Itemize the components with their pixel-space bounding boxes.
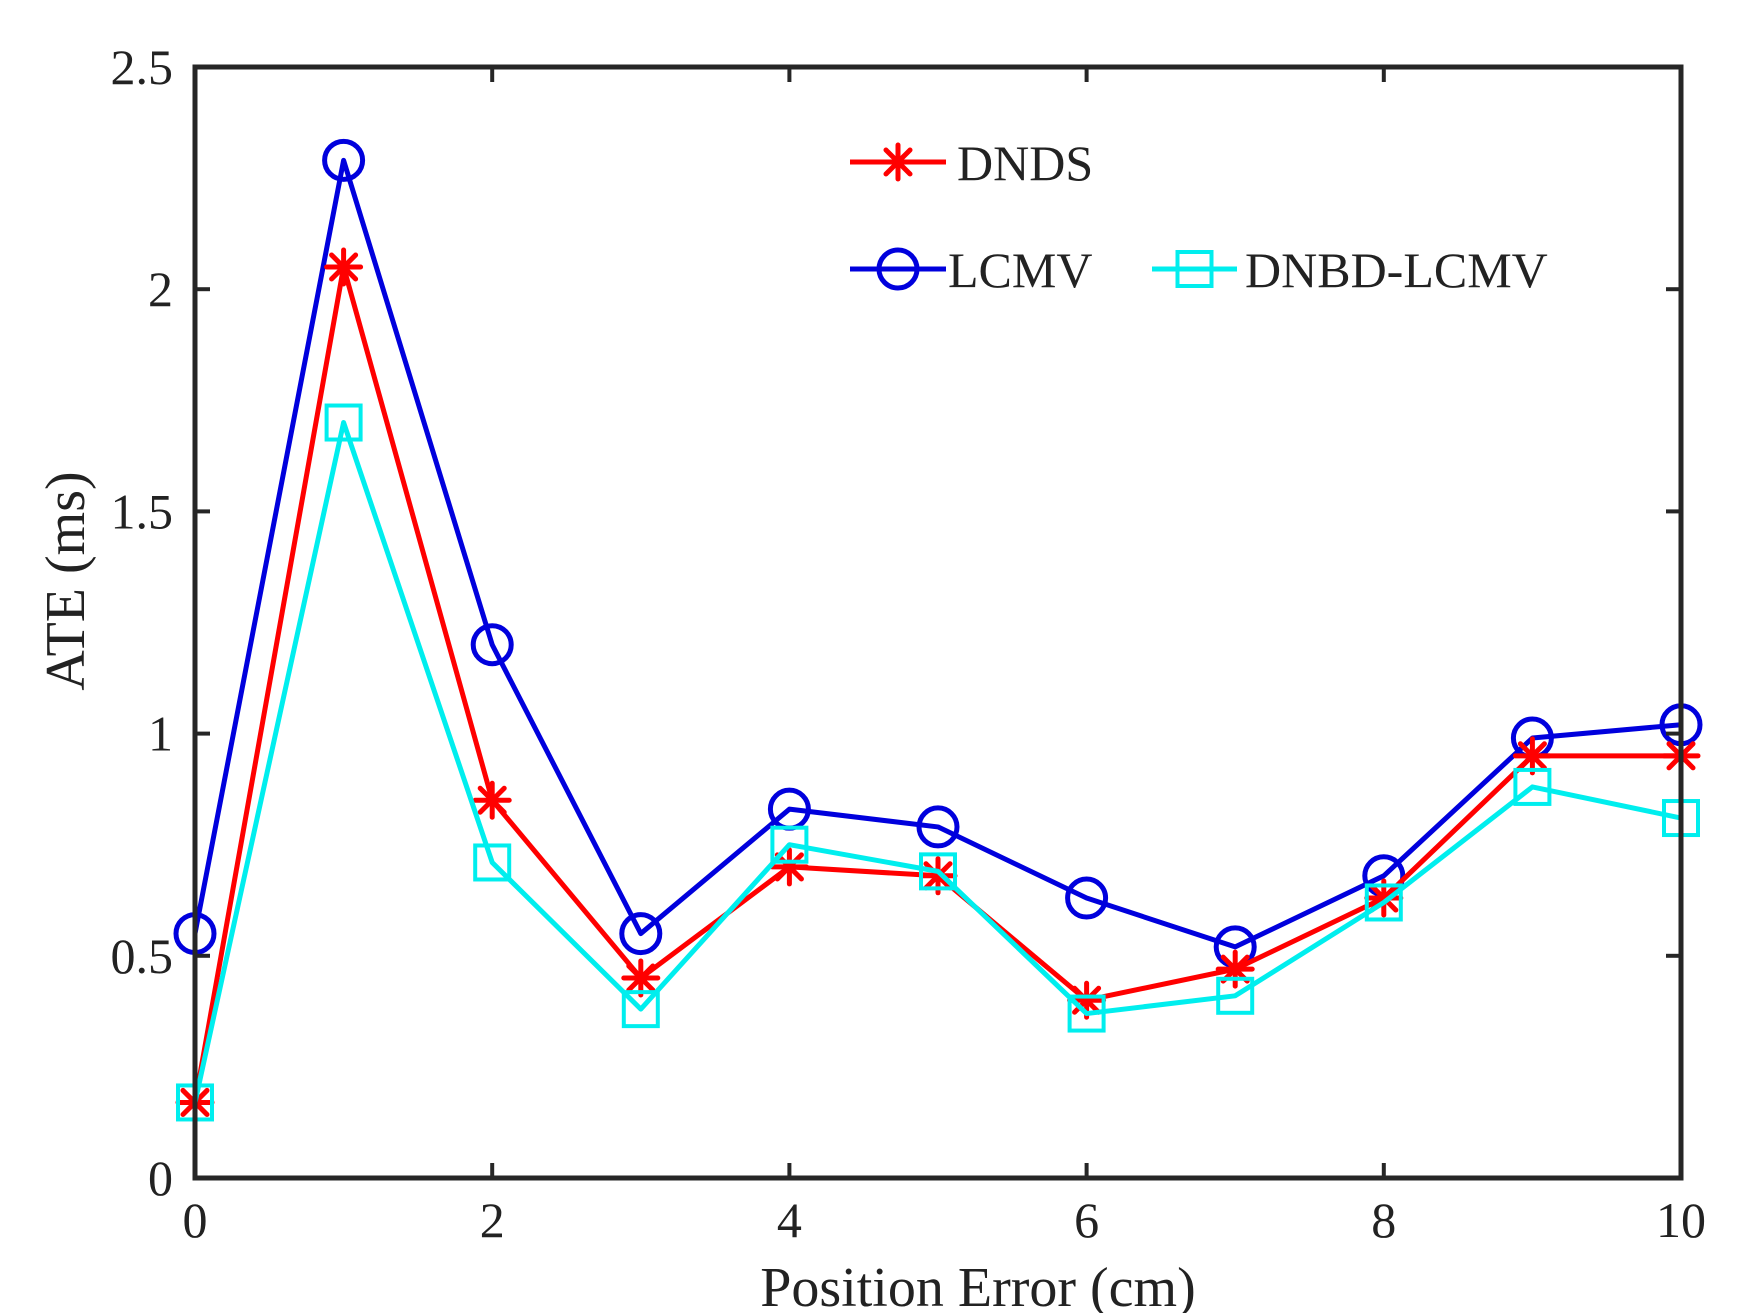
- data-point-dnds-stroke: [774, 852, 804, 882]
- data-point-dnds: [1215, 949, 1255, 989]
- series-lcmv: [173, 138, 1703, 969]
- data-point-dnbd-lcmv: [1067, 994, 1106, 1033]
- data-point-dnbd-lcmv: [919, 852, 957, 891]
- data-point-dnds: [769, 847, 809, 887]
- data-point-lcmv: [619, 912, 663, 956]
- data-point-dnbd-lcmv: [770, 825, 809, 864]
- data-point-dnds-stroke: [626, 963, 656, 993]
- legend-label-lcmv: LCMV: [948, 242, 1092, 298]
- data-point-dnbd-lcmv: [1513, 767, 1552, 806]
- data-point-dnbd-lcmv: [1216, 976, 1255, 1015]
- x-tick-label: 2: [480, 1192, 505, 1248]
- label-layer: 0 2 4 6 8 10 0 0.5 1 1.5 2 2.5: [111, 39, 1707, 1248]
- legend-item-lcmv: LCMV: [850, 242, 1092, 298]
- legend-marker-dnds-stroke: [883, 147, 913, 177]
- legend-marker-dnds: [878, 142, 918, 182]
- plot-frame: [192, 64, 1684, 1181]
- data-point-lcmv: [916, 805, 960, 849]
- y-tick-label: 0: [148, 1150, 173, 1206]
- y-tick-label: 2.5: [111, 39, 174, 95]
- data-point-dnds-stroke: [1517, 741, 1547, 771]
- legend-label-dnds: DNDS: [957, 135, 1093, 191]
- series-dnbd-lcmv: [176, 403, 1700, 1122]
- y-tick-label: 1.5: [111, 483, 174, 539]
- data-point-dnds-stroke: [477, 785, 507, 815]
- data-point-dnds: [621, 958, 661, 998]
- legend-item-dnbd-lcmv: DNBD-LCMV: [1152, 242, 1548, 298]
- series-line-dnbd-lcmv: [192, 420, 1682, 1103]
- legend-marker-dnbd-lcmv: [1175, 250, 1214, 288]
- y-axis-label: ATE (ms): [35, 471, 97, 690]
- legend-item-dnds: DNDS: [850, 135, 1093, 191]
- y-tick-label: 0.5: [111, 928, 174, 984]
- data-point-dnds: [472, 780, 512, 820]
- data-point-dnbd-lcmv: [473, 843, 512, 882]
- data-point-dnbd-lcmv: [324, 403, 363, 442]
- x-tick-label: 6: [1074, 1192, 1099, 1248]
- data-point-lcmv: [322, 138, 366, 182]
- data-point-dnds-stroke: [329, 252, 359, 282]
- data-point-dnbd-lcmv: [1364, 883, 1403, 922]
- y-tick-label: 1: [148, 706, 173, 762]
- x-tick-label: 0: [183, 1192, 208, 1248]
- x-tick-label: 10: [1656, 1192, 1706, 1248]
- legend: DNDS LCMV DNBD-LCMV: [850, 135, 1548, 298]
- x-axis-label: Position Error (cm): [760, 1257, 1195, 1313]
- legend-marker-lcmv: [876, 247, 920, 291]
- data-point-dnds: [1512, 736, 1552, 776]
- data-point-lcmv: [1065, 876, 1109, 920]
- data-point-lcmv: [470, 623, 514, 667]
- legend-label-dnbd-lcmv: DNBD-LCMV: [1245, 242, 1548, 298]
- series-line-lcmv: [192, 157, 1682, 950]
- data-point-dnds: [324, 247, 364, 287]
- data-point-dnds-stroke: [923, 861, 953, 891]
- x-tick-label: 4: [777, 1192, 802, 1248]
- y-tick-label: 2: [148, 261, 173, 317]
- x-tick-label: 8: [1371, 1192, 1396, 1248]
- data-point-dnbd-lcmv: [621, 990, 660, 1029]
- tick-layer: [193, 65, 1683, 1180]
